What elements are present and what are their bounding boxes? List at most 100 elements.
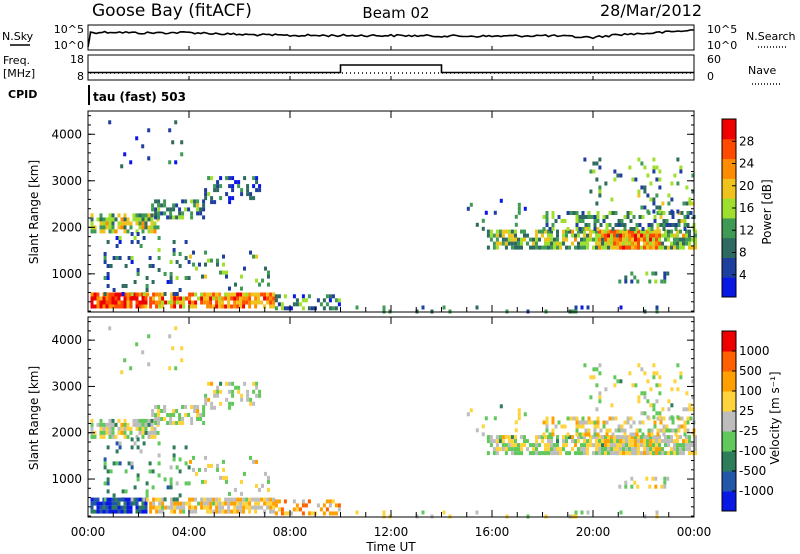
range-cell (514, 435, 517, 440)
range-cell (202, 203, 206, 208)
range-cell (248, 300, 252, 305)
range-cell (611, 227, 615, 231)
colorbar-tick-label: -100 (739, 444, 766, 458)
range-cell (117, 426, 121, 431)
range-cell (157, 268, 161, 272)
range-cell (655, 399, 659, 404)
range-cell (520, 245, 523, 250)
range-cell (626, 420, 630, 425)
range-cell (580, 305, 584, 310)
range-cell (144, 213, 148, 218)
range-cell (598, 443, 601, 448)
range-cell (667, 229, 670, 234)
range-cell (114, 217, 118, 222)
range-cell (153, 225, 157, 230)
range-cell (535, 439, 538, 444)
freq-left-tick-top: 18 (70, 53, 84, 66)
range-cell (202, 215, 206, 220)
range-cell (243, 266, 246, 271)
range-cell (225, 192, 229, 197)
range-cell (136, 437, 140, 442)
range-cell (188, 505, 192, 510)
range-cell (630, 271, 634, 276)
range-cell (507, 435, 511, 440)
range-cell (174, 160, 178, 165)
range-cell (144, 296, 148, 301)
range-cell (517, 416, 521, 421)
range-cell (215, 497, 219, 502)
range-cell (613, 169, 617, 174)
range-cell (617, 428, 621, 433)
range-cell (654, 476, 658, 481)
range-cell (599, 428, 603, 433)
range-cell (616, 443, 619, 448)
range-cell (196, 413, 200, 417)
range-cell (571, 233, 574, 238)
range-cell (102, 426, 106, 431)
range-cell (532, 245, 535, 250)
range-cell (507, 229, 511, 234)
range-cell (102, 217, 106, 222)
range-cell (135, 501, 139, 506)
range-cell (686, 223, 690, 227)
range-cell (136, 477, 140, 482)
range-cell (272, 497, 276, 502)
range-cell (233, 505, 237, 510)
range-cell (328, 294, 332, 299)
range-cell (596, 432, 600, 437)
range-cell (319, 507, 323, 512)
range-cell (240, 188, 244, 193)
range-cell (632, 215, 636, 219)
range-cell (622, 241, 625, 246)
range-cell (604, 387, 608, 392)
range-cell (242, 304, 246, 309)
range-cell (115, 236, 119, 240)
colorbar-segment (722, 411, 736, 432)
range-cell (577, 451, 580, 456)
range-cell (269, 497, 273, 502)
range-cell (248, 296, 252, 301)
range-cell (103, 252, 107, 256)
range-cell (147, 434, 151, 439)
range-cell (129, 296, 133, 301)
range-cell (355, 510, 359, 515)
range-cell (310, 306, 314, 311)
range-cell (99, 229, 103, 234)
range-cell (634, 241, 637, 246)
range-cell (228, 389, 232, 394)
range-cell (544, 229, 547, 234)
range-cell (625, 443, 628, 448)
range-cell (191, 300, 195, 305)
range-cell (652, 157, 656, 162)
range-cell (222, 254, 225, 259)
range-cell (631, 383, 635, 388)
range-cell (255, 188, 259, 193)
range-cell (248, 304, 252, 309)
range-cell (105, 505, 109, 510)
range-cell (135, 434, 139, 439)
range-cell (120, 505, 124, 510)
range-cell (283, 294, 287, 299)
range-cell (108, 213, 112, 218)
range-cell (96, 501, 100, 506)
range-cell (510, 241, 514, 246)
range-cell (178, 457, 182, 462)
range-cell (130, 260, 134, 264)
range-cell (325, 302, 329, 307)
range-cell (175, 260, 179, 264)
range-cell (607, 447, 610, 452)
range-cell (592, 367, 596, 372)
colorbar-tick-label: 100 (739, 384, 762, 398)
range-cell (149, 296, 153, 301)
range-cell (257, 296, 261, 301)
range-cell (129, 160, 133, 165)
range-cell (106, 284, 110, 288)
range-cell (210, 196, 214, 201)
range-cell (605, 432, 609, 437)
range-cell (670, 387, 674, 392)
range-cell (225, 475, 228, 480)
range-cell (656, 432, 660, 437)
range-cell (227, 509, 231, 514)
range-cell (565, 451, 568, 456)
range-cell (635, 432, 639, 437)
